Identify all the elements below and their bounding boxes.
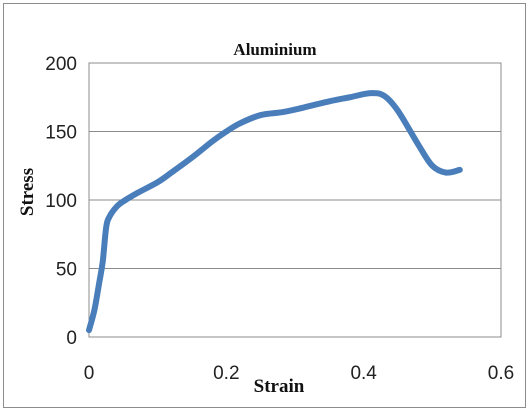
tick-labels: 0 50 100 150 200 0 0.2 0.4 0.6 [45, 54, 514, 384]
x-axis-title: Strain [254, 376, 305, 397]
y-tick-label: 50 [56, 260, 77, 281]
x-tick-label: 0 [84, 363, 95, 384]
y-tick-label: 200 [45, 54, 77, 75]
chart-title: Aluminium [233, 40, 316, 59]
stress-strain-line [86, 90, 463, 334]
y-tick-label: 0 [66, 328, 77, 349]
x-tick-label: 0.4 [350, 363, 377, 384]
x-tick-label: 0.2 [213, 363, 239, 384]
y-axis-title: Stress [17, 168, 38, 216]
x-tick-label: 0.6 [488, 363, 514, 384]
chart-frame: 0 50 100 150 200 0 0.2 0.4 0.6 Aluminium Strain … [3, 3, 526, 408]
plot-area [88, 62, 502, 338]
gridlines [89, 131, 501, 269]
y-tick-label: 100 [45, 191, 77, 212]
y-tick-label: 150 [45, 123, 77, 144]
